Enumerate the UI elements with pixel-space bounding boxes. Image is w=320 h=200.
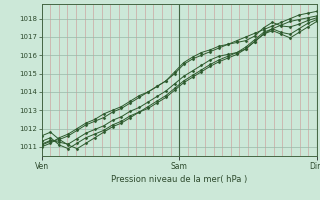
- X-axis label: Pression niveau de la mer( hPa ): Pression niveau de la mer( hPa ): [111, 175, 247, 184]
